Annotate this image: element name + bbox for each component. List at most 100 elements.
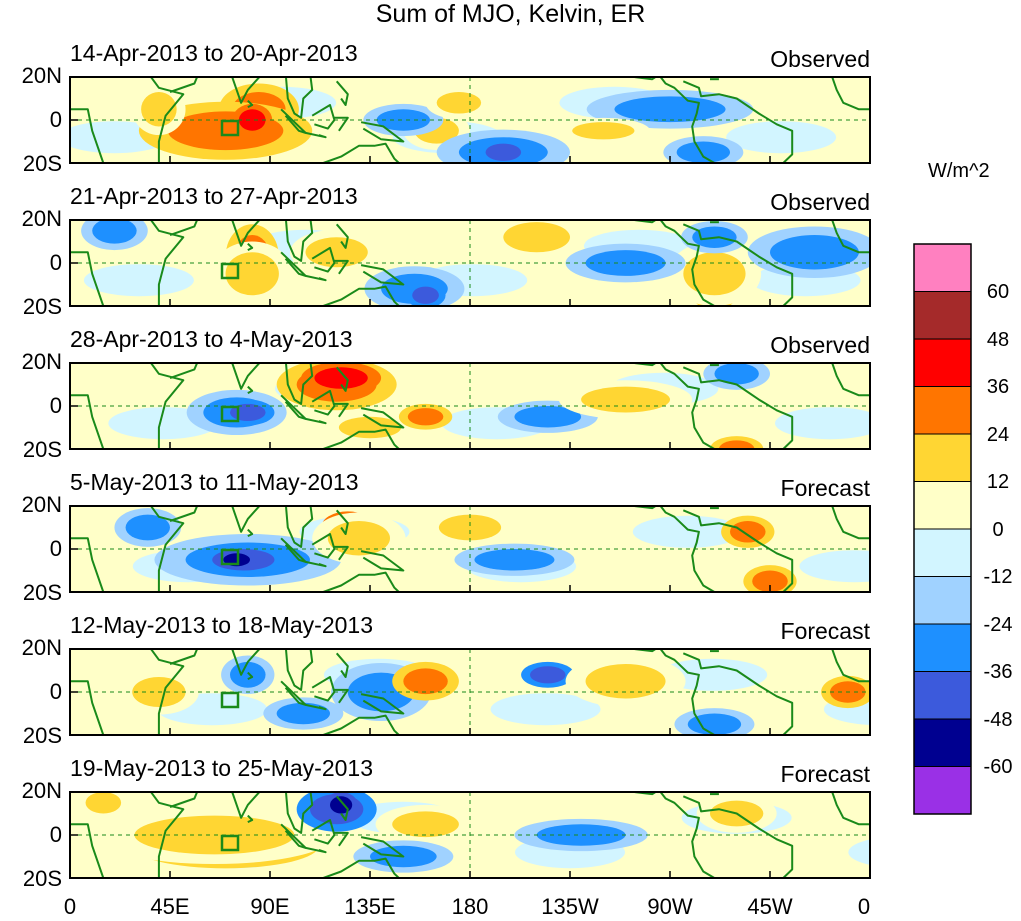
coastline — [247, 99, 254, 109]
colorbar-label: -48 — [983, 709, 1013, 731]
panel-5-kind: Forecast — [780, 618, 870, 644]
coastline — [247, 528, 254, 538]
map-panel-1 — [69, 76, 871, 164]
colorbar-label: 24 — [986, 424, 1010, 446]
anomaly-core — [438, 514, 502, 541]
coastline — [284, 506, 314, 548]
anomaly-core — [238, 109, 266, 131]
coastline — [831, 77, 870, 111]
reference-box — [220, 119, 240, 137]
anomaly-core — [305, 237, 368, 268]
coastline — [334, 259, 349, 275]
coastline — [284, 792, 314, 834]
anomaly-core — [92, 220, 137, 244]
coastline — [322, 571, 400, 592]
panel-5-period: 12-May-2013 to 18-May-2013 — [70, 612, 373, 638]
anomaly-core — [141, 92, 177, 127]
low-anomaly — [726, 121, 837, 154]
anomaly-core — [230, 661, 266, 688]
coastline — [247, 385, 254, 394]
coastline — [305, 703, 327, 711]
colorbar-swatch — [913, 718, 972, 767]
low-anomaly — [799, 550, 870, 583]
colorbar-label: 36 — [986, 376, 1010, 398]
coastline — [360, 550, 405, 572]
panel-field — [70, 363, 870, 449]
lat-label: 20S — [22, 294, 62, 319]
panel-2-kind: Observed — [770, 189, 870, 215]
coastline — [305, 846, 327, 854]
reference-box — [220, 262, 240, 280]
coastline — [360, 264, 405, 286]
colorbar-label: 60 — [986, 281, 1010, 303]
coastline — [280, 108, 307, 134]
panel-4-period: 5-May-2013 to 11-May-2013 — [70, 469, 359, 495]
anomaly-core — [683, 252, 746, 296]
coastline — [335, 366, 349, 392]
panel-field — [70, 649, 870, 735]
colorbar-frame — [913, 243, 972, 815]
lat-label: 0 — [49, 822, 62, 847]
lon-label: 90W — [647, 894, 693, 919]
coastline — [70, 77, 185, 163]
low-anomaly — [848, 839, 870, 865]
coastline — [70, 649, 185, 735]
coastline — [284, 649, 314, 691]
lon-label: 135E — [344, 894, 396, 919]
anomaly-core — [581, 386, 670, 413]
map-panel-6 — [69, 791, 871, 879]
panel-1-kind: Observed — [770, 46, 870, 72]
lat-label: 20S — [22, 580, 62, 605]
lon-label: 0 — [857, 894, 871, 919]
lat-label: 20S — [22, 437, 62, 462]
coastline — [169, 649, 199, 665]
figure-title: Sum of MJO, Kelvin, ER — [375, 0, 646, 28]
anomaly-core — [403, 668, 448, 695]
panel-field — [70, 506, 870, 592]
lon-label: 180 — [451, 894, 489, 919]
coastline — [70, 220, 185, 306]
coastline — [229, 506, 261, 533]
coastline — [305, 560, 327, 568]
anomaly-core — [614, 96, 726, 123]
anomaly-core — [572, 122, 635, 140]
lat-label: 20N — [21, 778, 62, 803]
coastline — [169, 792, 199, 808]
coastline — [634, 363, 794, 449]
anomaly-core — [407, 408, 444, 426]
coastline — [360, 836, 405, 858]
anomaly-core — [536, 824, 626, 846]
coastline — [322, 285, 400, 306]
colorbar-label: 12 — [986, 471, 1010, 493]
coastline — [70, 792, 185, 878]
coastline — [335, 509, 349, 535]
anomaly-core — [225, 252, 279, 296]
lat-label: 20N — [21, 206, 62, 231]
lat-label: 20S — [22, 866, 62, 891]
lon-label: 45E — [150, 894, 190, 919]
anomaly-core — [714, 363, 759, 385]
panel-4-kind: Forecast — [780, 475, 870, 501]
coastline — [280, 680, 307, 706]
anomaly-core — [752, 570, 788, 592]
coastline — [335, 652, 349, 678]
colorbar-swatch — [913, 671, 972, 720]
coastline — [634, 77, 794, 163]
lat-label: 0 — [49, 393, 62, 418]
coastline — [280, 823, 307, 849]
anomaly-core — [730, 521, 766, 543]
coastline — [305, 131, 327, 139]
lat-label: 20N — [21, 635, 62, 660]
coastline — [831, 792, 870, 826]
coastline — [229, 77, 261, 104]
lat-label: 0 — [49, 250, 62, 275]
anomaly-core — [485, 143, 522, 161]
reference-box — [220, 834, 240, 852]
panel-field — [70, 77, 870, 163]
colorbar-label: 0 — [992, 519, 1004, 541]
coastline — [229, 649, 261, 676]
coastline — [831, 363, 870, 397]
colorbar-swatch — [913, 576, 972, 625]
coastline — [334, 116, 349, 132]
